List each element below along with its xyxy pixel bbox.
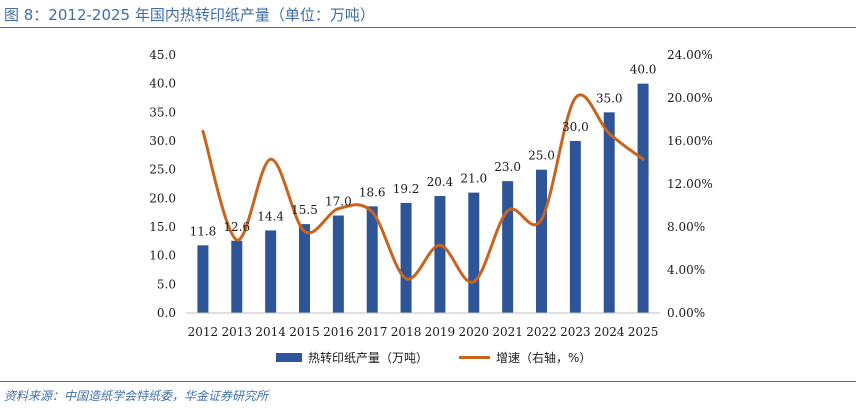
bar-value-label: 30.0 xyxy=(562,120,589,134)
right-axis: 0.00% 4.00% 8.00% 12.00% 16.00% 20.00% 24.00% xyxy=(667,48,713,320)
growth-line xyxy=(201,93,645,284)
x-axis-tick-label: 2019 xyxy=(425,325,456,339)
growth-line-series xyxy=(201,93,645,284)
right-axis-tick-label: 16.00% xyxy=(667,134,713,148)
bar-2025 xyxy=(637,83,649,314)
x-axis-tick-label: 2014 xyxy=(255,325,286,339)
right-axis-tick-label: 0.00% xyxy=(667,306,705,320)
bar-data-labels: 11.8 12.6 14.4 15.5 17.0 18.6 19.2 20.4 21.0 23.0… xyxy=(190,63,657,239)
x-axis-tick-label: 2017 xyxy=(357,325,388,339)
x-axis-tick-label: 2025 xyxy=(628,325,659,339)
x-axis-tick-label: 2018 xyxy=(391,325,422,339)
right-axis-tick-label: 8.00% xyxy=(667,220,705,234)
bar-value-label: 21.0 xyxy=(460,172,487,186)
bar-value-label: 35.0 xyxy=(596,91,623,105)
x-axis-tick-label: 2021 xyxy=(492,325,523,339)
bar-value-label: 12.6 xyxy=(223,220,250,234)
chart-legend: 热转印纸产量（万吨） 增速（右轴，%） xyxy=(276,350,591,365)
bar-2019 xyxy=(434,196,446,313)
bar-2015 xyxy=(299,224,310,313)
x-axis: 2012 2013 2014 2015 2016 2017 2018 2019 2020 2021… xyxy=(186,312,660,339)
bar-2018 xyxy=(400,202,412,313)
bar-2024 xyxy=(603,112,615,313)
bar-value-label: 19.2 xyxy=(393,182,420,196)
bar-2017 xyxy=(366,206,378,313)
bar-2016 xyxy=(332,215,344,313)
left-axis-tick-label: 20.0 xyxy=(149,191,176,205)
right-axis-tick-label: 20.00% xyxy=(667,91,713,105)
x-axis-tick-label: 2020 xyxy=(459,325,490,339)
legend-label-line: 增速（右轴，%） xyxy=(496,350,591,365)
bar-2020 xyxy=(468,192,480,313)
right-axis-tick-label: 4.00% xyxy=(667,263,705,277)
legend-label-bar: 热转印纸产量（万吨） xyxy=(308,350,428,365)
x-axis-tick-label: 2012 xyxy=(188,325,219,339)
source-note: 资料来源：中国造纸学会特纸委，华金证券研究所 xyxy=(4,389,269,403)
x-axis-tick-label: 2013 xyxy=(222,325,253,339)
bar-2023 xyxy=(569,141,581,313)
left-axis-tick-label: 35.0 xyxy=(149,105,176,119)
figure-title: 图 8：2012-2025 年国内热转印纸产量（单位：万吨） xyxy=(4,6,375,24)
left-axis-tick-label: 5.0 xyxy=(157,277,176,291)
bar-value-label: 17.0 xyxy=(325,195,352,209)
bar-value-label: 15.5 xyxy=(291,203,318,217)
left-axis-tick-label: 40.0 xyxy=(149,77,176,91)
left-axis: 0.0 5.0 10.0 15.0 20.0 25.0 30.0 35.0 40.0 45.0 xyxy=(149,48,176,320)
right-axis-tick-label: 12.00% xyxy=(667,177,713,191)
left-axis-tick-label: 45.0 xyxy=(149,48,176,62)
production-chart: 0.0 5.0 10.0 15.0 20.0 25.0 30.0 35.0 40.0 45.0 0… xyxy=(149,48,713,365)
x-axis-tick-label: 2023 xyxy=(560,325,591,339)
right-axis-tick-label: 24.00% xyxy=(667,48,713,62)
bar-value-label: 11.8 xyxy=(190,224,217,238)
bar-2014 xyxy=(265,230,277,313)
bar-value-label: 18.6 xyxy=(359,185,386,199)
bar-2012 xyxy=(197,245,209,313)
x-axis-tick-label: 2015 xyxy=(289,325,320,339)
bar-value-label: 40.0 xyxy=(630,63,657,77)
bar-2022 xyxy=(536,169,547,313)
bar-2021 xyxy=(502,181,514,313)
x-axis-tick-label: 2022 xyxy=(526,325,557,339)
bar-series xyxy=(197,83,649,314)
bar-value-label: 20.4 xyxy=(427,175,454,189)
source-divider xyxy=(0,381,856,382)
left-axis-tick-label: 10.0 xyxy=(149,249,176,263)
bar-value-label: 25.0 xyxy=(528,149,555,163)
bar-2013 xyxy=(231,240,243,313)
x-axis-tick-label: 2016 xyxy=(323,325,354,339)
x-axis-tick-label: 2024 xyxy=(594,325,625,339)
legend-swatch-bar xyxy=(276,353,302,362)
bar-value-label: 23.0 xyxy=(494,160,521,174)
left-axis-tick-label: 0.0 xyxy=(157,306,176,320)
left-axis-tick-label: 25.0 xyxy=(149,163,176,177)
left-axis-tick-label: 15.0 xyxy=(149,220,176,234)
bar-value-label: 14.4 xyxy=(257,209,284,223)
title-divider xyxy=(0,27,856,28)
left-axis-tick-label: 30.0 xyxy=(149,134,176,148)
